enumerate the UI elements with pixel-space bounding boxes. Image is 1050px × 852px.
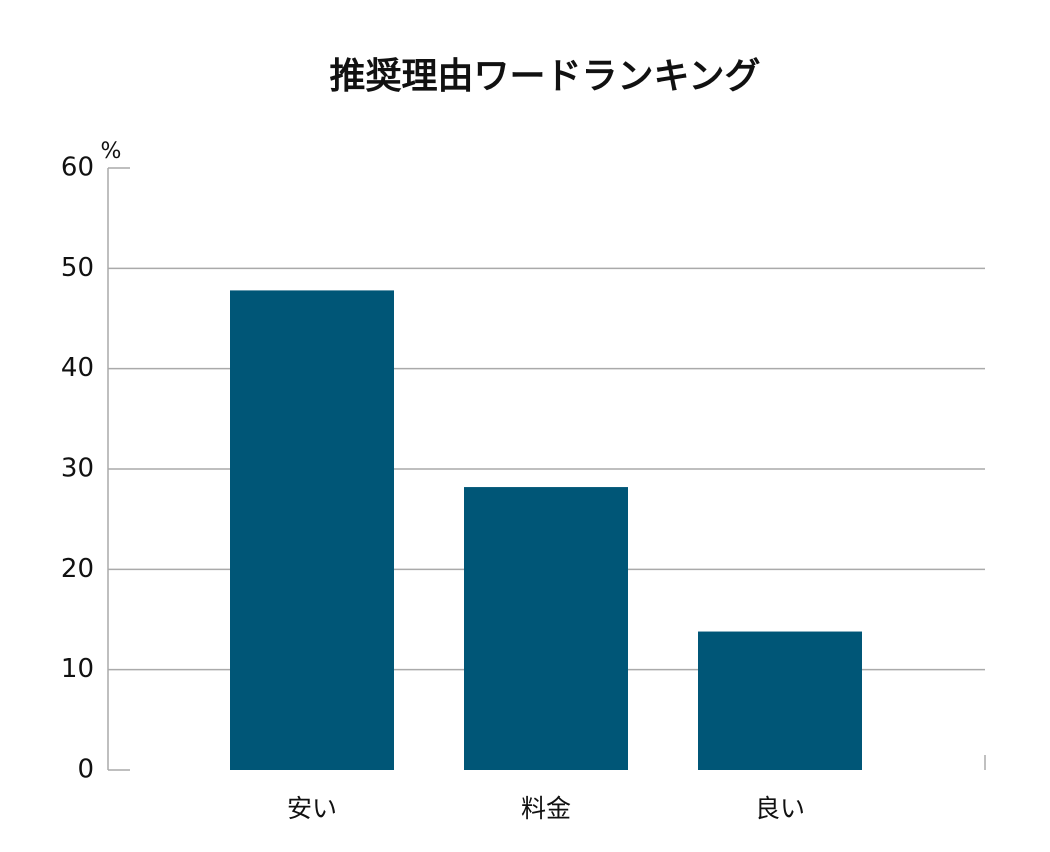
bar xyxy=(698,631,862,770)
y-tick-label: 0 xyxy=(77,755,94,785)
x-tick-label: 安い xyxy=(287,794,337,823)
chart-title: 推奨理由ワードランキング xyxy=(330,56,761,97)
y-tick-label: 30 xyxy=(61,454,94,484)
y-tick-label: 60 xyxy=(61,153,94,183)
bar xyxy=(230,290,394,770)
x-tick-label: 良い xyxy=(755,794,805,823)
x-tick-label: 料金 xyxy=(521,794,571,823)
y-tick-label: 50 xyxy=(61,253,94,283)
bar xyxy=(464,487,628,770)
y-tick-label: 20 xyxy=(61,554,94,584)
y-tick-label: 40 xyxy=(61,353,94,383)
y-unit: % xyxy=(101,139,122,164)
y-tick-label: 10 xyxy=(61,654,94,684)
